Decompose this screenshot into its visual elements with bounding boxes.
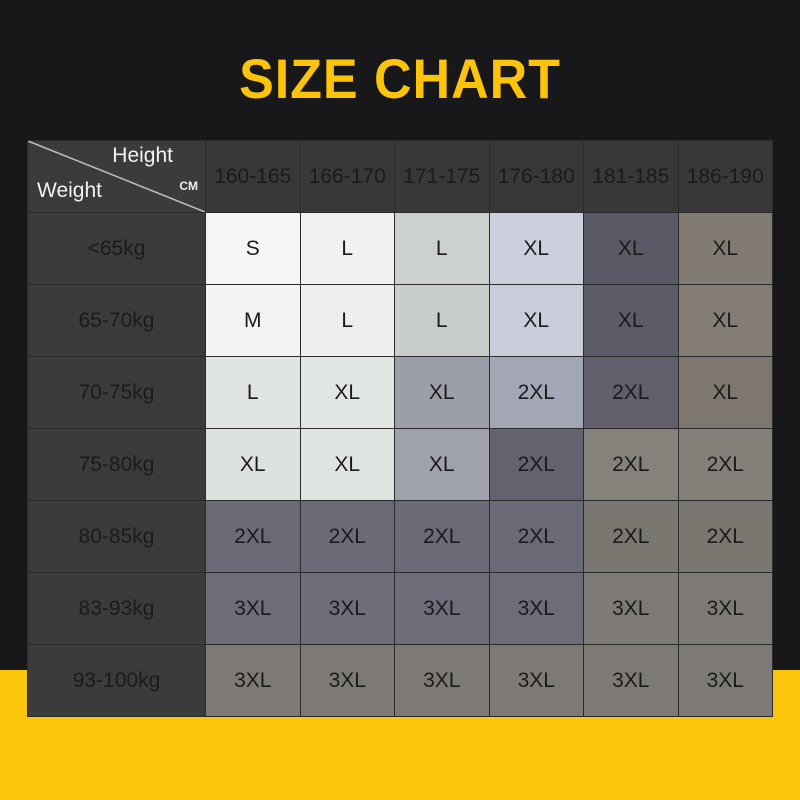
page-title: SIZE CHART — [239, 47, 561, 110]
size-cell: 3XL — [299, 644, 395, 717]
column-header-166-170: 166-170 — [299, 140, 395, 213]
diagonal-divider-icon — [28, 141, 205, 212]
row-header-weight: 75-80kg — [27, 428, 206, 501]
size-chart-container: Height CM Weight 160-165 166-170 171-175… — [27, 140, 773, 717]
size-cell: 2XL — [299, 500, 395, 573]
row-header-weight: 70-75kg — [27, 356, 206, 429]
size-cell: XL — [583, 212, 679, 285]
size-cell: 3XL — [299, 572, 395, 645]
size-cell: XL — [583, 284, 679, 357]
size-cell: 3XL — [677, 572, 773, 645]
size-cell: 2XL — [583, 428, 679, 501]
size-cell: 3XL — [394, 572, 490, 645]
size-cell: 2XL — [394, 500, 490, 573]
size-cell: 3XL — [205, 572, 301, 645]
row-header-weight: 65-70kg — [27, 284, 206, 357]
size-cell: 2XL — [205, 500, 301, 573]
height-unit-label: CM — [179, 179, 198, 193]
column-header-186-190: 186-190 — [677, 140, 773, 213]
table-row: 80-85kg 2XL 2XL 2XL 2XL 2XL 2XL — [27, 500, 773, 573]
table-body: <65kg S L L XL XL XL 65-70kg M L L XL XL XL 70-75kg L XL… — [27, 212, 773, 717]
row-header-weight: 80-85kg — [27, 500, 206, 573]
weight-axis-label: Weight — [37, 179, 102, 202]
size-cell: XL — [677, 212, 773, 285]
table-row: <65kg S L L XL XL XL — [27, 212, 773, 285]
size-cell: 2XL — [583, 500, 679, 573]
size-cell: 2XL — [488, 428, 584, 501]
size-cell: XL — [488, 284, 584, 357]
size-cell: XL — [488, 212, 584, 285]
size-cell: 3XL — [583, 572, 679, 645]
size-cell: XL — [394, 356, 490, 429]
table-row: 93-100kg 3XL 3XL 3XL 3XL 3XL 3XL — [27, 644, 773, 717]
size-cell: S — [205, 212, 301, 285]
column-header-160-165: 160-165 — [205, 140, 301, 213]
size-cell: 3XL — [488, 572, 584, 645]
size-cell: L — [394, 212, 490, 285]
size-cell: 3XL — [583, 644, 679, 717]
size-cell: M — [205, 284, 301, 357]
size-cell: L — [394, 284, 490, 357]
size-cell: 3XL — [677, 644, 773, 717]
row-header-weight: 83-93kg — [27, 572, 206, 645]
column-header-176-180: 176-180 — [488, 140, 584, 213]
table-row: 83-93kg 3XL 3XL 3XL 3XL 3XL 3XL — [27, 572, 773, 645]
table-row: 65-70kg M L L XL XL XL — [27, 284, 773, 357]
size-cell: XL — [299, 356, 395, 429]
corner-cell: Height CM Weight — [27, 140, 206, 213]
size-cell: XL — [677, 284, 773, 357]
size-cell: XL — [205, 428, 301, 501]
size-cell: 2XL — [488, 356, 584, 429]
size-cell: XL — [299, 428, 395, 501]
size-cell: 2XL — [677, 500, 773, 573]
size-cell: 2XL — [488, 500, 584, 573]
size-chart-table: Height CM Weight 160-165 166-170 171-175… — [27, 140, 773, 717]
row-header-weight: 93-100kg — [27, 644, 206, 717]
header-row: Height CM Weight 160-165 166-170 171-175… — [27, 140, 773, 213]
height-axis-label: Height — [112, 144, 173, 167]
size-cell: XL — [677, 356, 773, 429]
table-row: 70-75kg L XL XL 2XL 2XL XL — [27, 356, 773, 429]
size-cell: XL — [394, 428, 490, 501]
column-header-181-185: 181-185 — [583, 140, 679, 213]
size-cell: 3XL — [394, 644, 490, 717]
size-cell: 2XL — [677, 428, 773, 501]
row-header-weight: <65kg — [27, 212, 206, 285]
size-cell: 3XL — [205, 644, 301, 717]
table-row: 75-80kg XL XL XL 2XL 2XL 2XL — [27, 428, 773, 501]
column-header-171-175: 171-175 — [394, 140, 490, 213]
size-cell: 2XL — [583, 356, 679, 429]
size-cell: L — [205, 356, 301, 429]
table-header: Height CM Weight 160-165 166-170 171-175… — [27, 140, 773, 213]
size-cell: L — [299, 284, 395, 357]
size-cell: L — [299, 212, 395, 285]
size-cell: 3XL — [488, 644, 584, 717]
